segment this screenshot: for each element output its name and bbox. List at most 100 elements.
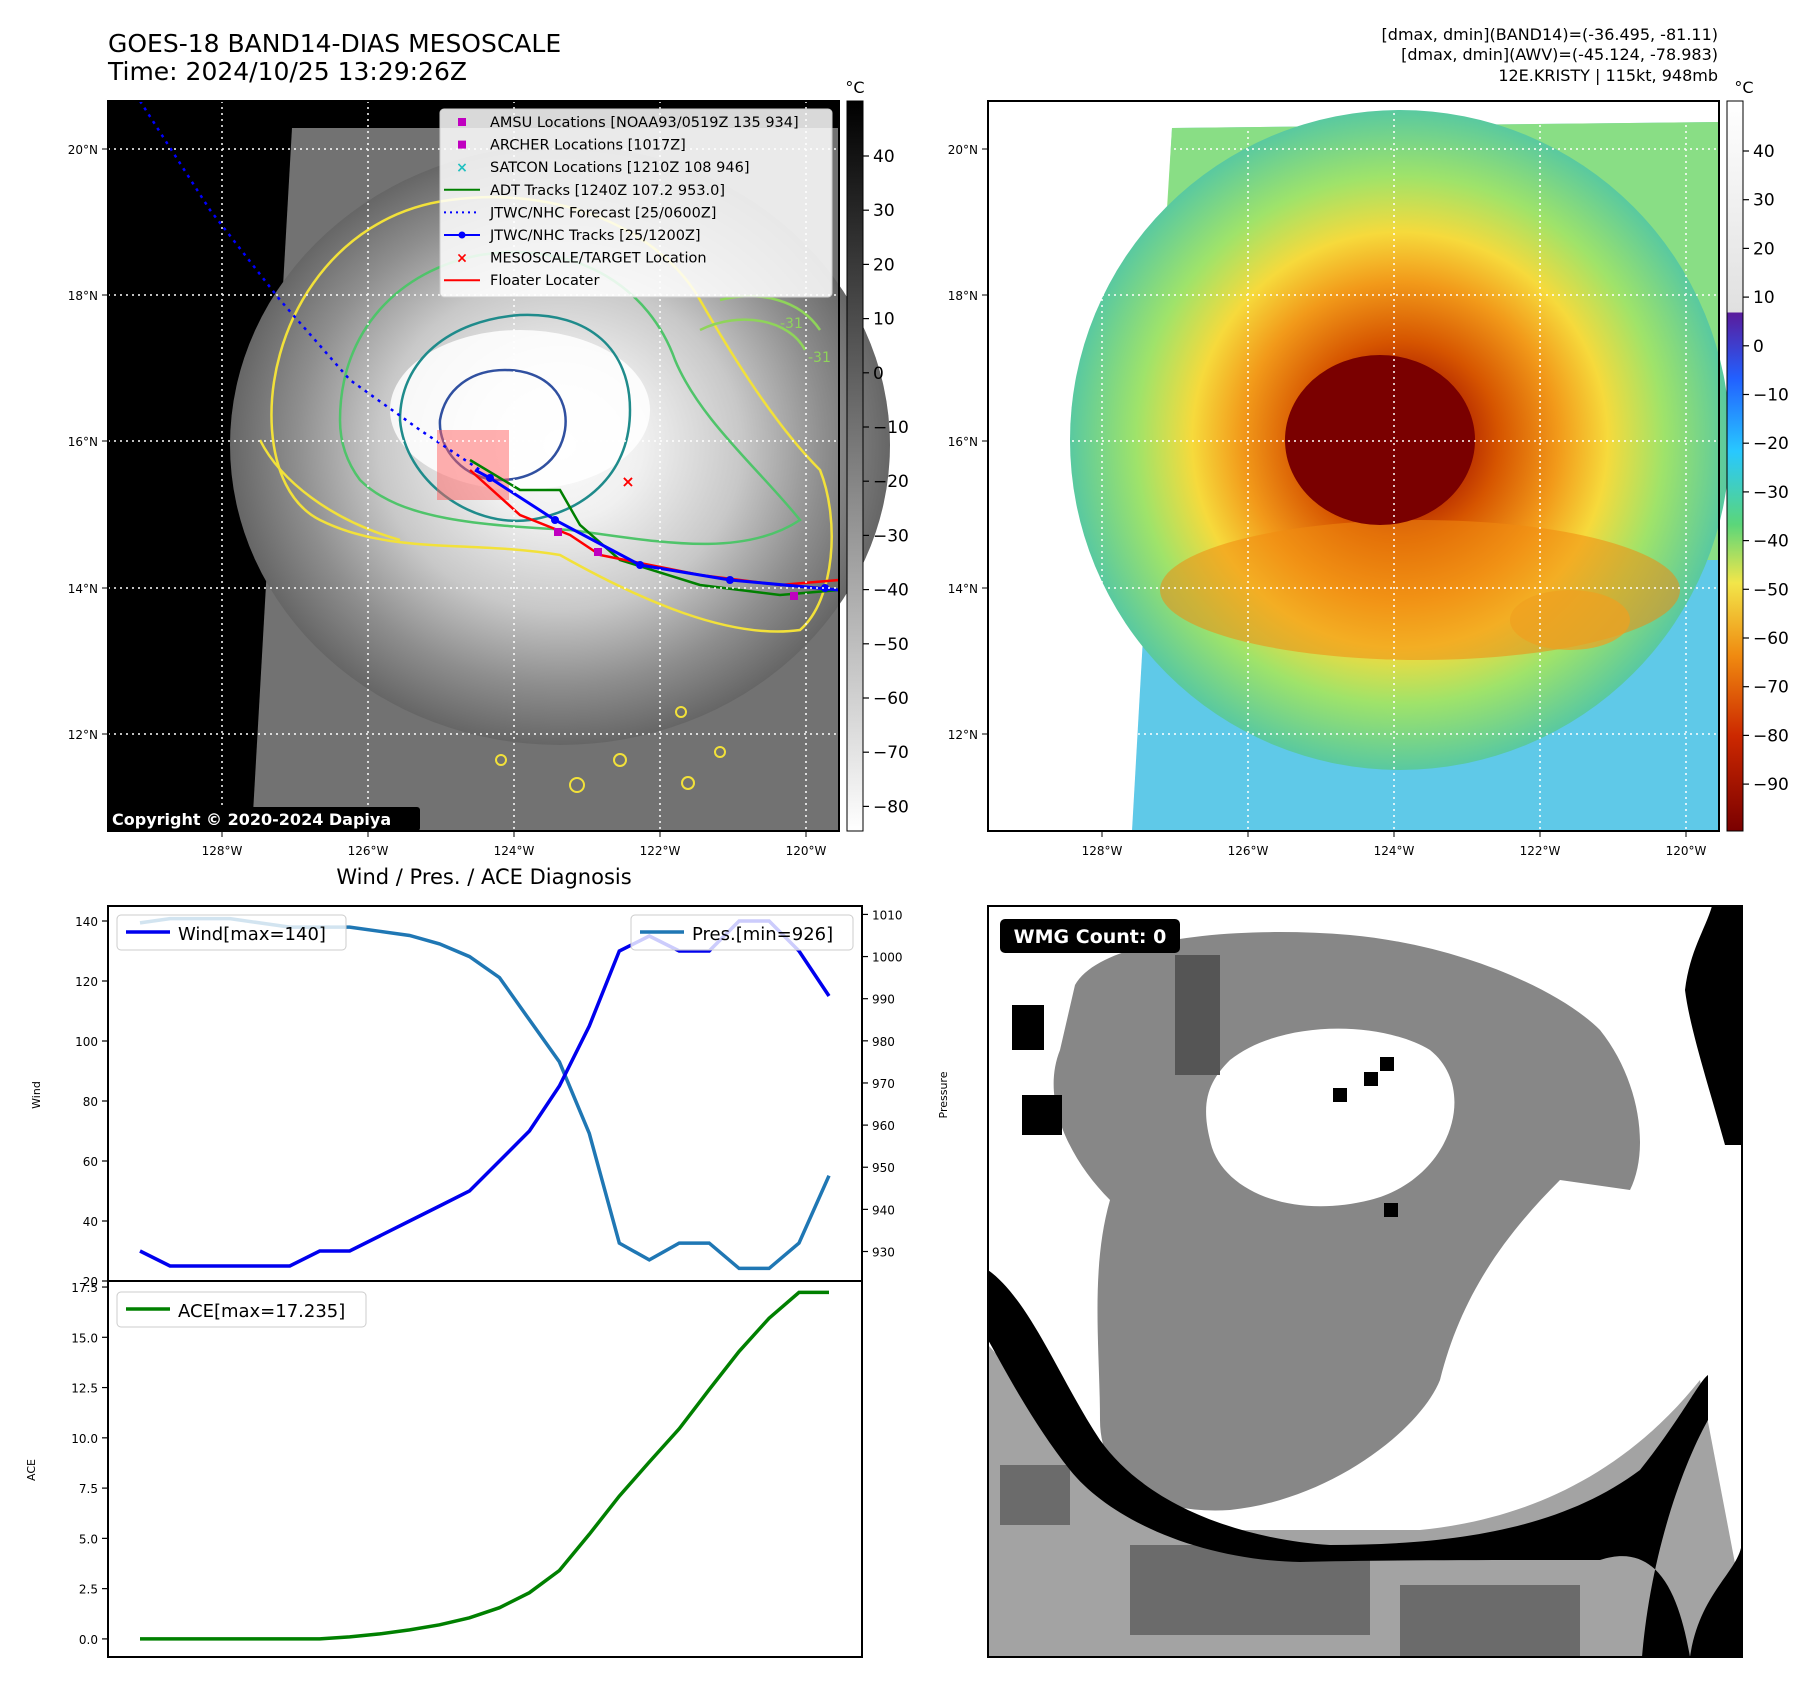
wind-legend-label: Wind[max=140] — [178, 924, 326, 945]
y-tick-label: 80 — [83, 1095, 98, 1109]
colorbar-tick-label: 30 — [1753, 191, 1775, 211]
colorbar-tick-label: −40 — [873, 581, 909, 601]
ace-legend — [116, 1291, 367, 1328]
y-tick-label: 60 — [83, 1155, 98, 1169]
lon-label: 126°W — [348, 844, 389, 858]
awv-colorbar-unit: °C — [1734, 78, 1753, 97]
lon-label: 120°W — [1666, 844, 1707, 858]
lon-label: 124°W — [494, 844, 535, 858]
y-tick-label: 980 — [872, 1035, 895, 1049]
y-tick-label: 15.0 — [71, 1331, 98, 1345]
wmg-panel: WMG Count: 0 — [987, 905, 1743, 1658]
amsu-archer-markers — [554, 528, 798, 600]
ir-colorbar: °C 40 30 20 10 0 −10 −20 −30 −40 −50 −60 −70 −80 — [845, 78, 909, 832]
y-tick-label: 1000 — [872, 951, 903, 965]
colorbar-tick-label: 0 — [873, 364, 884, 384]
colorbar-tick-label: 0 — [1753, 337, 1764, 357]
lon-label: 126°W — [1228, 844, 1269, 858]
lat-label: 12°N — [68, 728, 98, 742]
storm-info: 12E.KRISTY | 115kt, 948mb — [1498, 66, 1718, 85]
y-tick-label: 930 — [872, 1246, 895, 1260]
legend-entry-label: JTWC/NHC Tracks [25/1200Z] — [489, 228, 701, 244]
wmg-count: WMG Count: 0 — [1014, 926, 1167, 948]
ir-colorbar-unit: °C — [845, 78, 864, 97]
contour-label: -31 — [780, 316, 803, 332]
wind-legend — [116, 914, 347, 951]
lon-label: 128°W — [202, 844, 243, 858]
colorbar-tick-label: 40 — [1753, 142, 1775, 162]
pressure-legend-label: Pres.[min=926] — [692, 924, 833, 945]
legend-entry-label: ARCHER Locations [1017Z] — [490, 138, 686, 154]
ace-series-line — [140, 1290, 829, 1641]
ace-chart: 0.0 2.5 5.0 7.5 10.0 12.5 15.0 17.5 ACE ACE[max… — [25, 1280, 863, 1658]
awv-gridlines — [988, 101, 1719, 831]
y-tick-label: 12.5 — [71, 1382, 98, 1396]
y-tick-label: 40 — [83, 1215, 98, 1229]
colorbar-tick-label: −30 — [1753, 483, 1789, 503]
lat-label: 12°N — [948, 728, 978, 742]
mesoscale-target-box — [437, 430, 509, 500]
target-marker: × — [621, 472, 634, 491]
colorbar-tick-label: −50 — [1753, 580, 1789, 600]
colorbar-tick-label: −70 — [873, 743, 909, 763]
legend-entry-label: AMSU Locations [NOAA93/0519Z 135 934] — [490, 115, 799, 131]
colorbar-tick-label: −60 — [873, 689, 909, 709]
colorbar-tick-label: −20 — [873, 472, 909, 492]
awv-core — [1285, 355, 1475, 525]
legend-marker-square — [458, 140, 466, 149]
legend-entry-label: MESOSCALE/TARGET Location — [490, 251, 707, 267]
legend-marker-dot — [458, 231, 466, 239]
wind-axis-label: Wind — [30, 1081, 43, 1109]
colorbar-tick-label: 20 — [873, 255, 895, 275]
contour-label: -31 — [808, 350, 831, 366]
legend-entry-label: SATCON Locations [1210Z 108 946] — [490, 160, 749, 176]
colorbar-tick-label: 10 — [873, 310, 895, 330]
y-tick-label: 990 — [872, 993, 895, 1007]
figure-time: Time: 2024/10/25 13:29:26Z — [107, 57, 467, 86]
awv-map-panel — [987, 100, 1730, 832]
legend-marker-x: × — [456, 160, 468, 176]
colorbar-tick-label: −10 — [873, 418, 909, 438]
colorbar-tick-label: −90 — [1753, 775, 1789, 795]
wind-pressure-chart: 20 40 60 80 100 120 140 930 940 950 960 970 980 990 1… — [30, 905, 950, 1289]
convective-cells — [495, 706, 726, 793]
colorbar-tick-label: −80 — [873, 797, 909, 817]
ir-legend: AMSU Locations [NOAA93/0519Z 135 934] ARC… — [439, 108, 833, 298]
y-tick-label: 1010 — [872, 908, 903, 922]
forecast-track — [138, 100, 481, 472]
y-tick-label: 10.0 — [71, 1432, 98, 1446]
jtwc-fixes — [486, 474, 829, 592]
legend-entry-label: Floater Locater — [490, 273, 599, 289]
awv-lat-labels: 20°N 18°N 16°N 14°N 12°N — [948, 143, 988, 742]
wmg-gray-region — [1053, 932, 1640, 1511]
colorbar-tick-label: 40 — [873, 147, 895, 167]
diagnosis-title: Wind / Pres. / ACE Diagnosis — [336, 865, 631, 889]
legend-entry-label: ADT Tracks [1240Z 107.2 953.0] — [490, 183, 725, 199]
y-tick-label: 17.5 — [71, 1281, 98, 1295]
legend-marker-x: × — [456, 251, 468, 267]
y-tick-label: 5.0 — [79, 1532, 98, 1546]
eyewall-region — [390, 330, 650, 490]
colorbar-tick-label: −60 — [1753, 629, 1789, 649]
lon-label: 128°W — [1082, 844, 1123, 858]
pressure-axis-label: Pressure — [937, 1071, 950, 1118]
pressure-legend — [630, 914, 854, 951]
ace-axis-label: ACE — [25, 1459, 38, 1481]
y-tick-label: 120 — [75, 975, 98, 989]
awv-lon-labels: 128°W 126°W 124°W 122°W 120°W — [1082, 831, 1707, 858]
lat-label: 16°N — [68, 435, 98, 449]
lat-label: 20°N — [68, 143, 98, 157]
lon-label: 122°W — [1520, 844, 1561, 858]
figure-title: GOES-18 BAND14-DIAS MESOSCALE — [108, 29, 561, 58]
lat-label: 20°N — [948, 143, 978, 157]
y-tick-label: 970 — [872, 1077, 895, 1091]
ir-lon-labels: 128°W 126°W 124°W 122°W 120°W — [202, 831, 827, 858]
y-tick-label: 20 — [83, 1275, 98, 1289]
colorbar-tick-label: 30 — [873, 201, 895, 221]
lat-label: 16°N — [948, 435, 978, 449]
colorbar-tick-label: −10 — [1753, 386, 1789, 406]
y-tick-label: 100 — [75, 1035, 98, 1049]
colorbar-tick-label: −80 — [1753, 726, 1789, 746]
colorbar-tick-label: −40 — [1753, 532, 1789, 552]
